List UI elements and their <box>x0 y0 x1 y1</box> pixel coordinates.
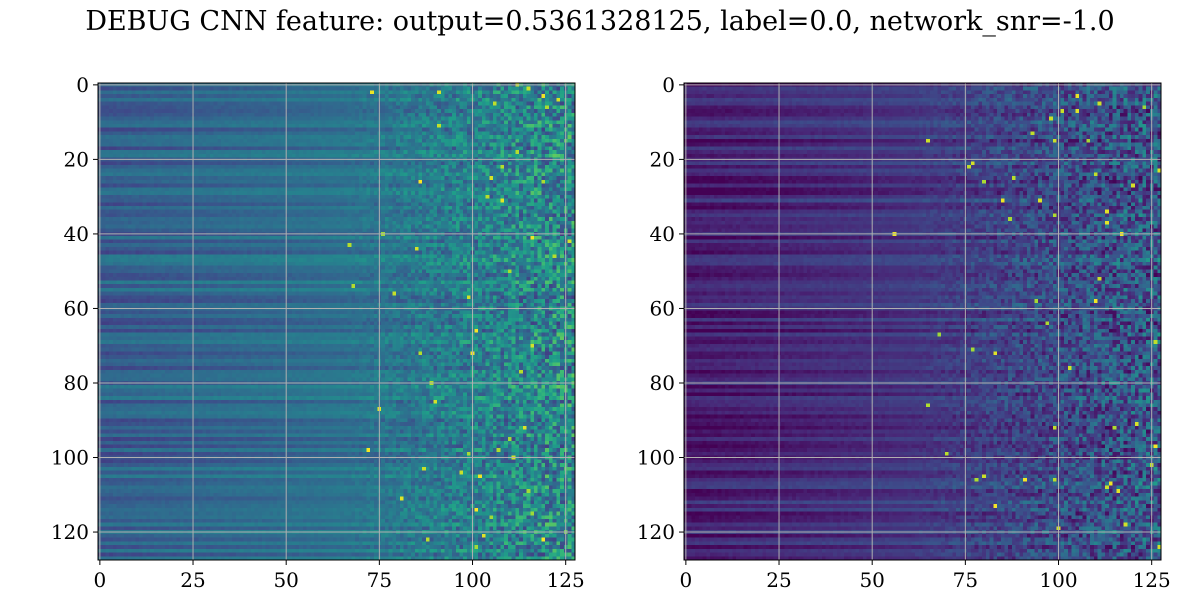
y-tick-label: 60 <box>64 296 89 320</box>
x-tick-label: 25 <box>766 568 791 592</box>
heatmap-image <box>98 83 575 560</box>
y-tick-label: 80 <box>650 371 675 395</box>
x-tick-label: 100 <box>453 568 491 592</box>
y-tick-label: 60 <box>650 296 675 320</box>
y-tick-label: 100 <box>637 446 675 470</box>
x-tick-label: 125 <box>1133 568 1171 592</box>
x-tick-label: 25 <box>180 568 205 592</box>
heatmap-image <box>684 83 1161 560</box>
x-tick-label: 50 <box>273 568 298 592</box>
y-tick-label: 120 <box>637 520 675 544</box>
y-tick-label: 40 <box>64 222 89 246</box>
heatmap-panel-right: 0 25 50 75 100 125 0 20 40 60 80 100 120 <box>637 73 1171 592</box>
axes-frame <box>683 82 1162 561</box>
x-tick-label: 0 <box>93 568 106 592</box>
x-tick-label: 75 <box>367 568 392 592</box>
y-tick-label: 20 <box>64 147 89 171</box>
y-tick-label: 120 <box>51 520 89 544</box>
y-tick-label: 80 <box>64 371 89 395</box>
y-tick-label: 100 <box>51 446 89 470</box>
axes-frame <box>97 82 576 561</box>
x-tick-label: 100 <box>1039 568 1077 592</box>
y-tick-label: 40 <box>650 222 675 246</box>
x-tick-label: 75 <box>953 568 978 592</box>
figure-title: DEBUG CNN feature: output=0.5361328125, … <box>85 6 1115 37</box>
x-tick-label: 50 <box>859 568 884 592</box>
x-tick-label: 125 <box>547 568 585 592</box>
y-tick-label: 0 <box>76 73 89 97</box>
y-tick-label: 20 <box>650 147 675 171</box>
x-tick-label: 0 <box>679 568 692 592</box>
heatmap-panel-left: 0 25 50 75 100 125 0 20 40 60 80 100 120 <box>51 73 585 592</box>
y-tick-label: 0 <box>662 73 675 97</box>
